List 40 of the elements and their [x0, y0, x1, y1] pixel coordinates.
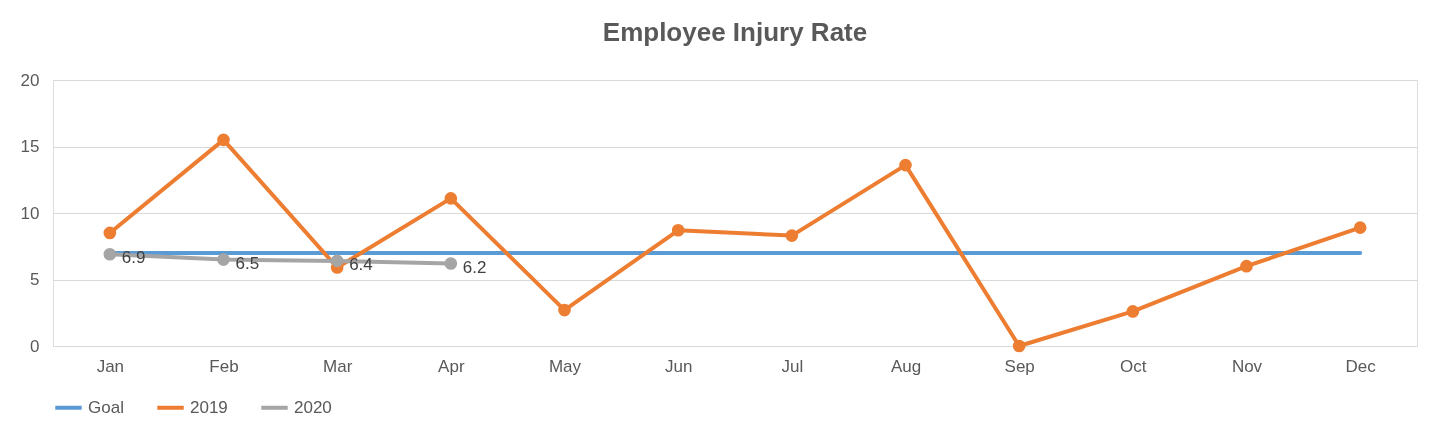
point [1012, 339, 1026, 353]
x-tick-label: Jan [96, 356, 125, 376]
x-tick-label: Jun [664, 356, 693, 376]
legend-label: 2019 [190, 397, 228, 417]
y-tick-label: 10 [20, 203, 40, 223]
x-tick-label: Oct [1120, 356, 1147, 376]
point [1240, 259, 1253, 273]
x-tick-label: Sep [1004, 356, 1035, 376]
x-tick-label: Nov [1231, 356, 1263, 376]
point [217, 133, 230, 147]
x-tick-label: Aug [890, 356, 922, 376]
y-tick-label: 15 [20, 137, 40, 156]
point [103, 247, 117, 261]
data-label: 6.9 [121, 248, 146, 268]
chart-title: Employee Injury Rate [602, 17, 868, 47]
point [444, 192, 458, 205]
point [558, 303, 571, 317]
point [899, 158, 912, 172]
y-tick-label: 5 [30, 270, 40, 289]
point [1353, 221, 1367, 234]
y-tick-label: 20 [20, 70, 40, 90]
x-tick-label: Apr [438, 356, 465, 376]
point [330, 254, 344, 268]
x-tick-label: Jul [781, 356, 804, 376]
x-tick-label: May [548, 356, 582, 376]
data-label: 6.5 [235, 253, 260, 273]
point [1126, 305, 1140, 318]
x-tick-label: Mar [323, 356, 353, 376]
x-tick-label: Feb [209, 356, 239, 376]
point [103, 226, 117, 240]
data-label: 6.4 [349, 254, 373, 274]
x-tick-label: Dec [1345, 356, 1377, 376]
point [671, 223, 685, 237]
legend-label: Goal [88, 397, 124, 417]
point [217, 253, 230, 266]
legend-label: 2020 [294, 397, 332, 417]
point [785, 229, 799, 242]
data-label: 6.2 [462, 257, 487, 277]
point [444, 257, 458, 270]
y-tick-label: 0 [30, 336, 40, 356]
